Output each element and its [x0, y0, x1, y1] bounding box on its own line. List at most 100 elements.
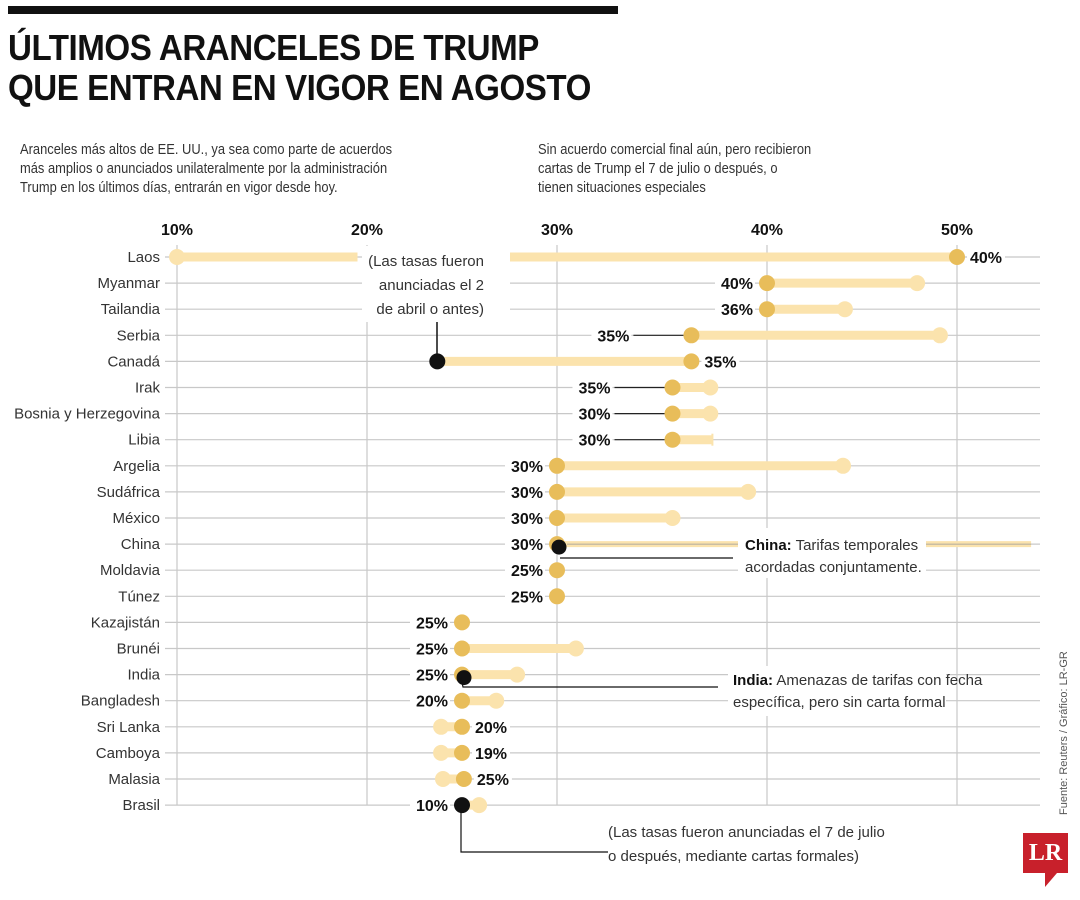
new-rate-dot	[664, 379, 681, 396]
april-note-line: anunciadas el 2	[379, 277, 484, 294]
value-label: 35%	[578, 381, 610, 398]
value-label-bg	[472, 743, 510, 762]
page-title: ÚLTIMOS ARANCELES DE TRUMP QUE ENTRAN EN…	[8, 28, 591, 108]
x-tick-label: 20%	[351, 222, 383, 239]
value-label-bg	[572, 430, 613, 449]
previous-rate-dot	[702, 405, 719, 422]
value-label: 40%	[721, 276, 753, 293]
subtitle-right-line: tienen situaciones especiales	[538, 179, 706, 196]
country-label: Serbia	[117, 327, 161, 344]
chart-row: Camboya 19%	[96, 743, 1040, 763]
value-label-bg	[473, 770, 512, 788]
value-label-bg	[715, 274, 755, 293]
value-label: 25%	[511, 563, 543, 580]
x-tick-label: 40%	[751, 222, 783, 239]
india-note-bg	[728, 666, 946, 716]
lr-logo: LR	[1023, 833, 1068, 873]
india-note-line-1: India: Amenazas de tarifas con fecha	[733, 672, 983, 689]
july-note-leader	[460, 808, 608, 853]
value-label-bg	[410, 691, 450, 710]
chart-row: Serbia 35%	[117, 326, 1040, 345]
value-label-bg	[505, 456, 545, 475]
value-label: 35%	[597, 328, 629, 345]
new-rate-dot	[455, 771, 472, 787]
value-label: 35%	[704, 354, 736, 371]
new-rate-dot	[664, 431, 681, 448]
country-label: Libia	[128, 432, 160, 449]
china-note-bold: China:	[745, 537, 792, 554]
new-rate-dot	[549, 483, 565, 500]
china-note-line-2: acordadas conjuntamente.	[745, 559, 922, 576]
source-credit: Fuente: Reuters / Gráfico: LR-GR	[1058, 651, 1070, 815]
country-label: Moldavia	[100, 562, 161, 579]
chart-row: Brasil 10%	[122, 796, 1040, 815]
value-label: 10%	[416, 798, 448, 815]
country-label: Brasil	[122, 797, 160, 814]
previous-rate-dot	[433, 744, 450, 761]
chart-row: Sri Lanka 20%	[97, 717, 1040, 737]
chart-row: Myanmar 40%	[97, 274, 1040, 293]
chart-row: Túnez 25%	[118, 587, 1040, 606]
country-label: Canadá	[107, 353, 160, 370]
previous-rate-dot	[909, 275, 926, 292]
new-rate-dot	[549, 457, 565, 474]
new-rate-dot	[454, 718, 470, 735]
country-label: Myanmar	[97, 275, 160, 292]
new-rate-dot	[949, 249, 965, 265]
chart-row: Tailandia 36%	[101, 300, 1040, 319]
value-label-bg	[572, 378, 613, 397]
new-rate-dot	[454, 692, 470, 709]
top-rule	[8, 6, 618, 14]
new-rate-dot	[759, 275, 775, 292]
april-note-line: de abril o antes)	[376, 301, 484, 318]
india-note-leader	[460, 677, 718, 688]
previous-rate-dot	[509, 666, 526, 683]
value-label: 25%	[416, 668, 448, 685]
x-tick-label: 10%	[161, 222, 193, 239]
special-marker-dot	[551, 539, 567, 555]
country-label: Kazajistán	[91, 614, 160, 631]
value-label-bg	[715, 300, 755, 319]
country-label: Laos	[127, 249, 160, 266]
india-note-line-2: específica, pero sin carta formal	[733, 694, 946, 711]
value-label: 25%	[416, 642, 448, 659]
previous-rate-dot-black	[429, 353, 446, 370]
country-label: México	[112, 510, 160, 527]
grid-layer	[176, 245, 958, 806]
x-tick-label: 30%	[541, 222, 573, 239]
country-label: Bosnia y Herzegovina	[14, 406, 161, 423]
new-rate-dot	[454, 614, 470, 631]
new-rate-dot	[683, 327, 700, 344]
value-label-bg	[505, 587, 545, 606]
new-rate-dot	[454, 797, 470, 814]
chart-row: Laos 40%	[127, 248, 1040, 267]
china-note-text: Tarifas temporales	[796, 537, 919, 554]
value-label: 30%	[511, 459, 543, 476]
chart-row: Canadá 35%	[107, 352, 1040, 371]
value-label-bg	[410, 796, 450, 815]
chart-row: Libia 30%	[128, 430, 1040, 450]
chart-row: Kazajistán 25%	[91, 613, 1040, 632]
value-label-bg	[472, 717, 510, 736]
chart-row: Irak 35%	[135, 378, 1040, 398]
value-label-bg	[505, 482, 545, 501]
value-label-bg	[505, 535, 545, 554]
previous-rate-dot	[169, 249, 185, 265]
chart-row: Sudáfrica 30%	[97, 482, 1040, 502]
previous-rate-dot	[435, 771, 451, 787]
country-label: Irak	[135, 380, 161, 397]
value-label: 30%	[511, 537, 543, 554]
annotations-layer: (Las tasas fueron anunciadas el 2 de abr…	[362, 246, 983, 865]
subtitle-right-line: Sin acuerdo comercial final aún, pero re…	[538, 141, 812, 158]
chart-row: Bosnia y Herzegovina 30%	[14, 404, 1040, 424]
x-axis-ticks: 10% 20% 30% 40% 50%	[161, 222, 973, 239]
x-tick-label: 50%	[941, 222, 973, 239]
country-label: Camboya	[96, 745, 161, 762]
country-label: Sudáfrica	[97, 484, 161, 501]
previous-rate-dot	[433, 718, 450, 735]
previous-rate-dot	[471, 797, 488, 814]
previous-rate-dot	[664, 510, 681, 526]
country-label: China	[121, 536, 161, 553]
april-note-bg	[362, 246, 510, 322]
